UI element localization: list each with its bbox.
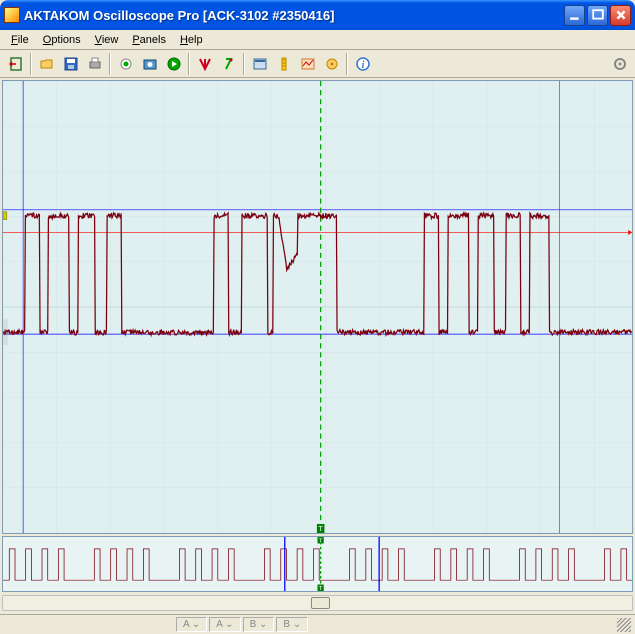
app-icon <box>4 7 20 23</box>
window-buttons <box>564 5 631 26</box>
titlebar: AKTAKOM Oscilloscope Pro [ACK-3102 #2350… <box>0 0 635 30</box>
toolbar: i <box>0 50 635 78</box>
close-button[interactable] <box>610 5 631 26</box>
main-area: T TT <box>0 78 635 614</box>
h-scrollbar[interactable] <box>2 595 633 611</box>
status-cell-1[interactable]: A ⌄ <box>209 617 240 632</box>
overview-scope[interactable]: TT <box>2 536 633 592</box>
menu-panels[interactable]: Panels <box>125 32 173 48</box>
status-cell-2[interactable]: B ⌄ <box>243 617 275 632</box>
svg-text:T: T <box>319 586 323 591</box>
settings-icon[interactable] <box>608 53 631 75</box>
window-title: AKTAKOM Oscilloscope Pro [ACK-3102 #2350… <box>24 8 564 23</box>
menu-file[interactable]: File <box>4 32 36 48</box>
scrollbar-row <box>2 594 633 612</box>
record-icon[interactable] <box>114 53 137 75</box>
panel4-icon[interactable] <box>320 53 343 75</box>
exit-icon[interactable] <box>4 53 27 75</box>
measure-icon[interactable] <box>272 53 295 75</box>
print-icon[interactable] <box>83 53 106 75</box>
menu-view[interactable]: View <box>88 32 126 48</box>
svg-text:T: T <box>319 539 323 545</box>
main-waveform: T <box>3 81 632 533</box>
svg-text:T: T <box>319 526 324 533</box>
status-cell-3[interactable]: B ⌄ <box>276 617 308 632</box>
overview-waveform: TT <box>3 537 632 591</box>
statusbar: A ⌄A ⌄B ⌄B ⌄ <box>0 614 635 634</box>
toolbar-sep <box>30 53 32 75</box>
toolbar-sep <box>243 53 245 75</box>
cursor-b-icon[interactable] <box>217 53 240 75</box>
info-icon[interactable]: i <box>351 53 374 75</box>
minimize-button[interactable] <box>564 5 585 26</box>
toolbar-sep <box>109 53 111 75</box>
panel3-icon[interactable] <box>296 53 319 75</box>
svg-text:i: i <box>361 60 364 71</box>
maximize-button[interactable] <box>587 5 608 26</box>
snapshot-icon[interactable] <box>138 53 161 75</box>
scroll-thumb[interactable] <box>311 597 330 609</box>
open-icon[interactable] <box>35 53 58 75</box>
main-scope[interactable]: T <box>2 80 633 534</box>
resize-grip[interactable] <box>617 618 631 632</box>
menu-options[interactable]: Options <box>36 32 88 48</box>
cursor-a-icon[interactable] <box>193 53 216 75</box>
toolbar-sep <box>188 53 190 75</box>
status-cell-0[interactable]: A ⌄ <box>176 617 207 632</box>
panel1-icon[interactable] <box>248 53 271 75</box>
menubar: FileOptionsViewPanelsHelp <box>0 30 635 50</box>
toolbar-sep <box>346 53 348 75</box>
save-icon[interactable] <box>59 53 82 75</box>
run-icon[interactable] <box>162 53 185 75</box>
menu-help[interactable]: Help <box>173 32 210 48</box>
